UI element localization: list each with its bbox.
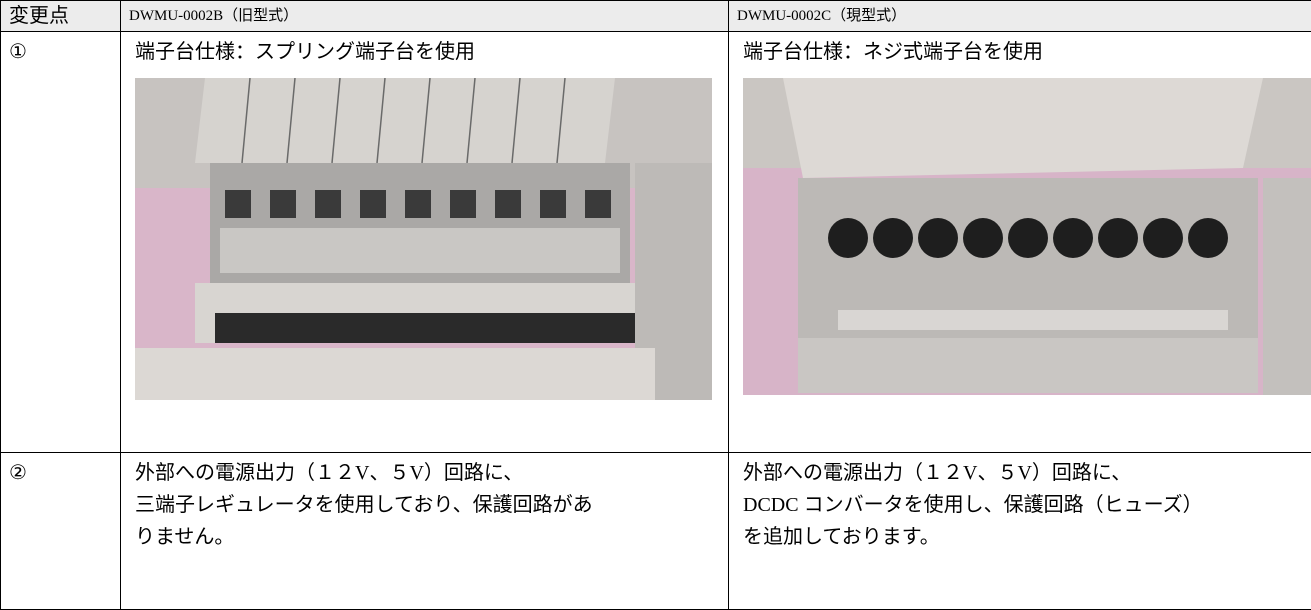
header-cell: 変更点 [0, 0, 121, 32]
header-cell: DWMU-0002C（現型式） [728, 0, 1311, 32]
row-number: ② [0, 452, 121, 610]
header-cell: DWMU-0002B（旧型式） [120, 0, 729, 32]
photo-spring-terminal [135, 78, 712, 400]
cell-text: ② [9, 462, 27, 484]
cell: 端子台仕様：ネジ式端子台を使用 [728, 31, 1311, 453]
photo-screw-terminal [743, 78, 1311, 395]
cell: 端子台仕様：スプリング端子台を使用 [120, 31, 729, 453]
cell-text: を追加しております。 [743, 526, 940, 548]
cell-text: 外部への電源出力（１２V、５V）回路に、 [743, 462, 1132, 484]
row-number: ① [0, 31, 121, 453]
cell-text: りません。 [135, 526, 235, 548]
cell-text: 端子台仕様：スプリング端子台を使用 [135, 41, 475, 63]
cell-text: 三端子レギュレータを使用しており、保護回路があ [135, 494, 593, 516]
header-row: 変更点 DWMU-0002B（旧型式） DWMU-0002C（現型式） [0, 0, 1311, 32]
cell: 外部への電源出力（１２V、５V）回路に、 DCDC コンバータを使用し、保護回路… [728, 452, 1311, 610]
cell-text: 外部への電源出力（１２V、５V）回路に、 [135, 462, 524, 484]
row: ② 外部への電源出力（１２V、５V）回路に、 三端子レギュレータを使用しており、… [0, 452, 1311, 610]
row: ① 端子台仕様：スプリング端子台を使用 [0, 31, 1311, 453]
cell-text: 端子台仕様：ネジ式端子台を使用 [743, 41, 1043, 63]
cell-text: DCDC コンバータを使用し、保護回路（ヒューズ） [743, 494, 1203, 516]
cell-text: ① [9, 41, 27, 63]
cell: 外部への電源出力（１２V、５V）回路に、 三端子レギュレータを使用しており、保護… [120, 452, 729, 610]
